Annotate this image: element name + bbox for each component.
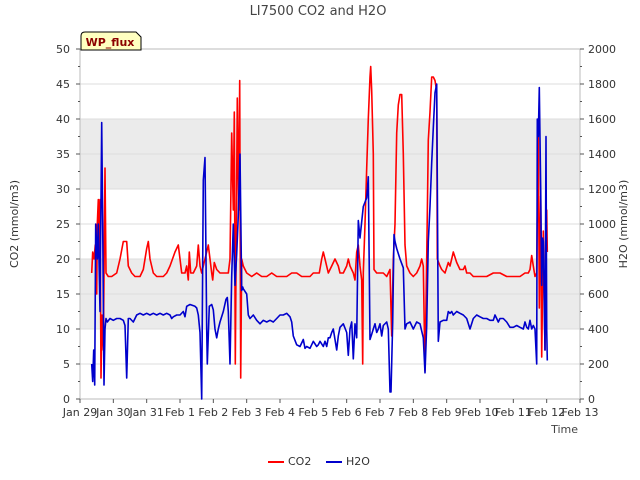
y2-tick-label: 1200: [588, 183, 616, 196]
x-tick-label: Feb 3: [232, 406, 262, 419]
y-axis-label: CO2 (mmol/m3): [8, 180, 21, 268]
series-line-h2o: [90, 83, 549, 400]
x-tick-label: Feb 11: [495, 406, 532, 419]
x-tick-label: Feb 12: [528, 406, 565, 419]
gridlines: [80, 48, 580, 400]
x-tick-label: Feb 2: [198, 406, 228, 419]
y2-tick-label: 1800: [588, 78, 616, 91]
y2-tick-label: 800: [588, 253, 609, 266]
left-axis: 0 5 10 15 20 25 30 35 40 45 50: [56, 43, 80, 406]
x-tick-label: Feb 6: [332, 406, 362, 419]
y-tick-label: 0: [63, 393, 70, 406]
y2-tick-label: 200: [588, 358, 609, 371]
x-tick-label: Feb 9: [432, 406, 462, 419]
x-tick-label: Jan 31: [128, 406, 163, 419]
y-tick-label: 15: [56, 288, 70, 301]
y-tick-label: 45: [56, 78, 70, 91]
x-tick-label: Feb 1: [165, 406, 195, 419]
y2-tick-label: 0: [588, 393, 595, 406]
x-tick-label: Feb 7: [365, 406, 395, 419]
series-layer: [90, 65, 549, 400]
x-tick-label: Feb 5: [298, 406, 328, 419]
y2-tick-label: 1600: [588, 113, 616, 126]
y-tick-label: 20: [56, 253, 70, 266]
x-tick-label: Feb 13: [562, 406, 599, 419]
y2-tick-label: 1000: [588, 218, 616, 231]
y-tick-label: 25: [56, 218, 70, 231]
y2-tick-label: 400: [588, 323, 609, 336]
chart-title: LI7500 CO2 and H2O: [250, 4, 387, 19]
y-tick-label: 10: [56, 323, 70, 336]
x-tick-label: Feb 8: [398, 406, 428, 419]
site-badge: WP_flux: [80, 31, 142, 51]
site-badge-label: WP_flux: [86, 36, 135, 49]
x-tick-label: Feb 10: [462, 406, 499, 419]
y-tick-label: 50: [56, 43, 70, 56]
y-tick-label: 35: [56, 148, 70, 161]
x-tick-label: Feb 4: [265, 406, 295, 419]
y2-tick-label: 1400: [588, 148, 616, 161]
x-axis-label: Time: [550, 423, 578, 436]
x-tick-label: Jan 29: [62, 406, 97, 419]
right-axis: 0 200 400 600 800 1000 1200 1400 1600 1800 2000: [580, 43, 616, 406]
legend: CO2 H2O: [268, 455, 370, 468]
y2-axis-label: H2O (mmol/m3): [617, 180, 630, 269]
y-tick-label: 40: [56, 113, 70, 126]
legend-label-co2: CO2: [288, 455, 311, 468]
series-line-co2: [90, 65, 549, 379]
y-tick-label: 5: [63, 358, 70, 371]
y-tick-label: 30: [56, 183, 70, 196]
y2-tick-label: 2000: [588, 43, 616, 56]
y2-tick-label: 600: [588, 288, 609, 301]
site-badge-box: [80, 31, 142, 51]
x-tick-label: Jan 30: [95, 406, 130, 419]
legend-label-h2o: H2O: [346, 455, 370, 468]
